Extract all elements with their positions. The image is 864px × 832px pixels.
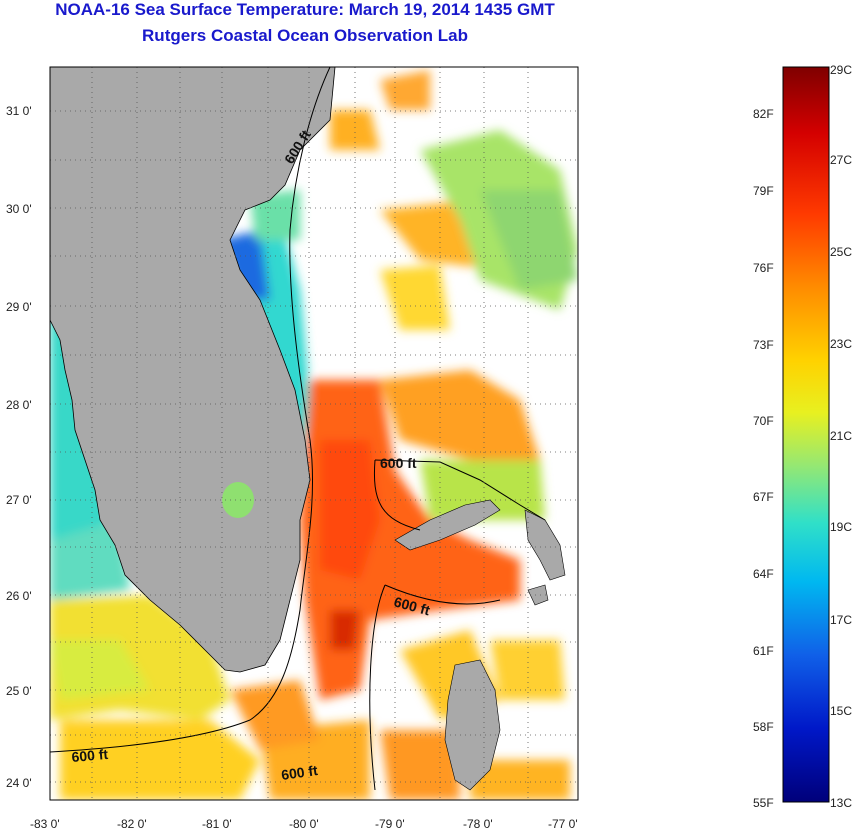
contour-label: 600 ft: [380, 455, 417, 471]
celsius-label: 25C: [830, 245, 852, 259]
lon-tick: -81 0': [202, 817, 232, 831]
fahrenheit-label: 73F: [753, 338, 774, 352]
celsius-label: 15C: [830, 704, 852, 718]
lat-tick: 31 0': [6, 104, 32, 118]
fahrenheit-label: 61F: [753, 644, 774, 658]
map-frame: [49, 66, 579, 801]
colorbar-fahrenheit-labels: 82F 79F 76F 73F 70F 67F 64F 61F 58F 55F: [753, 107, 774, 810]
lat-tick: 29 0': [6, 300, 32, 314]
graticule: [50, 67, 578, 800]
berry-islands: [527, 584, 549, 606]
map-subtitle: Rutgers Coastal Ocean Observation Lab: [142, 26, 468, 45]
lon-tick: -79 0': [375, 817, 405, 831]
celsius-label: 27C: [830, 153, 852, 167]
colorbar-celsius-labels: 29C 27C 25C 23C 21C 19C 17C 15C 13C: [830, 63, 852, 810]
celsius-label: 19C: [830, 520, 852, 534]
contour-label: 600 ft: [71, 746, 109, 765]
lake-okeechobee: [222, 482, 254, 518]
fahrenheit-label: 79F: [753, 184, 774, 198]
lat-tick: 30 0': [6, 202, 32, 216]
lon-tick: -77 0': [548, 817, 578, 831]
fahrenheit-label: 70F: [753, 414, 774, 428]
isobath-600ft: [50, 67, 546, 791]
fahrenheit-label: 55F: [753, 796, 774, 810]
lat-tick: 24 0': [6, 776, 32, 790]
celsius-label: 21C: [830, 429, 852, 443]
lat-tick: 26 0': [6, 589, 32, 603]
lon-tick: -80 0': [289, 817, 319, 831]
florida-landmass: [50, 67, 336, 673]
celsius-label: 29C: [830, 63, 852, 77]
lon-tick: -83 0': [30, 817, 60, 831]
colorbar: [782, 66, 830, 803]
latitude-labels: 31 0' 30 0' 29 0' 28 0' 27 0' 26 0' 25 0…: [6, 104, 32, 790]
fahrenheit-label: 58F: [753, 720, 774, 734]
contour-label: 600 ft: [280, 762, 319, 783]
lon-tick: -82 0': [117, 817, 147, 831]
lat-tick: 25 0': [6, 684, 32, 698]
lon-tick: -78 0': [463, 817, 493, 831]
lat-tick: 28 0': [6, 398, 32, 412]
fahrenheit-label: 64F: [753, 567, 774, 581]
map-title: NOAA-16 Sea Surface Temperature: March 1…: [55, 0, 555, 19]
celsius-label: 23C: [830, 337, 852, 351]
celsius-label: 13C: [830, 796, 852, 810]
abaco: [524, 509, 566, 581]
fahrenheit-label: 76F: [753, 261, 774, 275]
andros: [444, 659, 501, 791]
celsius-label: 17C: [830, 613, 852, 627]
fahrenheit-label: 67F: [753, 490, 774, 504]
lat-tick: 27 0': [6, 493, 32, 507]
fahrenheit-label: 82F: [753, 107, 774, 121]
longitude-labels: -83 0' -82 0' -81 0' -80 0' -79 0' -78 0…: [30, 817, 578, 831]
